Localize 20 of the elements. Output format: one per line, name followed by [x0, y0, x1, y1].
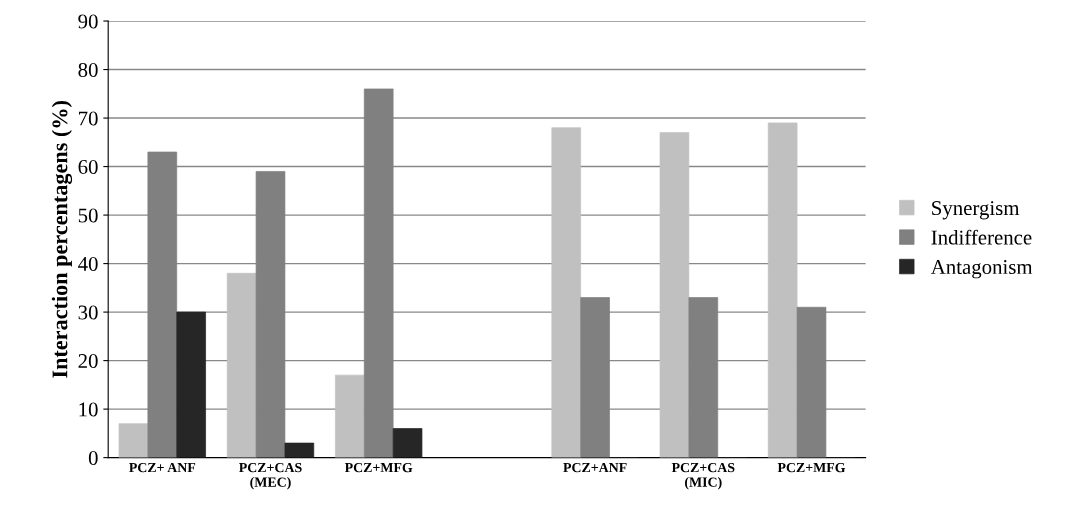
x-tick-label: PCZ+CAS (MEC): [239, 462, 302, 490]
y-tick-label: 10: [79, 402, 98, 417]
y-tick-label: 60: [78, 159, 98, 174]
y-tick-label: 50: [78, 208, 98, 223]
y-tick-label: 20: [78, 353, 98, 369]
y-tick-label: 90: [78, 14, 98, 29]
x-tick-label: PCZ+ANF: [563, 462, 627, 473]
x-tick-label: PCZ+MFG: [777, 462, 846, 473]
x-tick-label: PCZ+MFG: [344, 462, 413, 473]
legend-label: Indifference: [931, 229, 1032, 245]
legend-label: Synergism: [932, 201, 1020, 220]
x-tick-label: PCZ+CAS (MIC): [671, 462, 735, 490]
legend-label: Antagonism: [930, 260, 1033, 279]
y-tick-label: 40: [78, 256, 98, 272]
y-tick-label: 0: [88, 450, 98, 466]
x-tick-label: PCZ+ ANF: [129, 462, 196, 473]
y-tick-label: 70: [79, 111, 98, 126]
y-axis-title: Interaction percentagens (%): [51, 101, 73, 378]
y-tick-label: 80: [78, 62, 98, 77]
y-tick-label: 30: [78, 305, 98, 320]
